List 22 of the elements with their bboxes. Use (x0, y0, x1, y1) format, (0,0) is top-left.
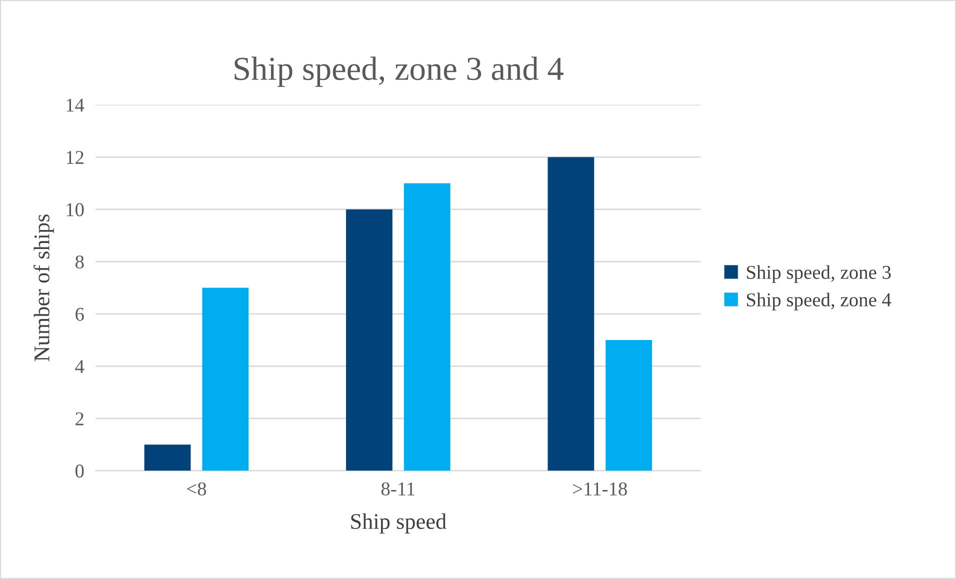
legend-label: Ship speed, zone 3 (746, 265, 891, 283)
y-tick-label: 14 (66, 98, 84, 112)
bar (606, 340, 652, 471)
x-tick-label: >11-18 (573, 482, 627, 496)
bar (404, 183, 450, 471)
x-tick-label: 8-11 (381, 482, 414, 496)
chart-title: Ship speed, zone 3 and 4 (234, 56, 564, 87)
y-tick-label: 10 (66, 203, 84, 216)
y-tick-label: 4 (75, 360, 84, 373)
y-tick-label: 6 (76, 308, 84, 321)
bar (202, 288, 249, 471)
y-axis-title: Number of ships (34, 214, 54, 362)
bar (548, 157, 594, 471)
y-tick-label: 8 (76, 255, 84, 269)
y-tick-label: 12 (66, 150, 84, 164)
x-axis-title: Ship speed (351, 513, 446, 534)
legend-label: Ship speed, zone 4 (746, 292, 892, 310)
bar (346, 209, 392, 471)
y-tick-label: 0 (76, 464, 84, 478)
y-tick-label: 2 (76, 412, 84, 426)
bar (144, 444, 191, 471)
x-tick-label: <8 (187, 482, 206, 496)
